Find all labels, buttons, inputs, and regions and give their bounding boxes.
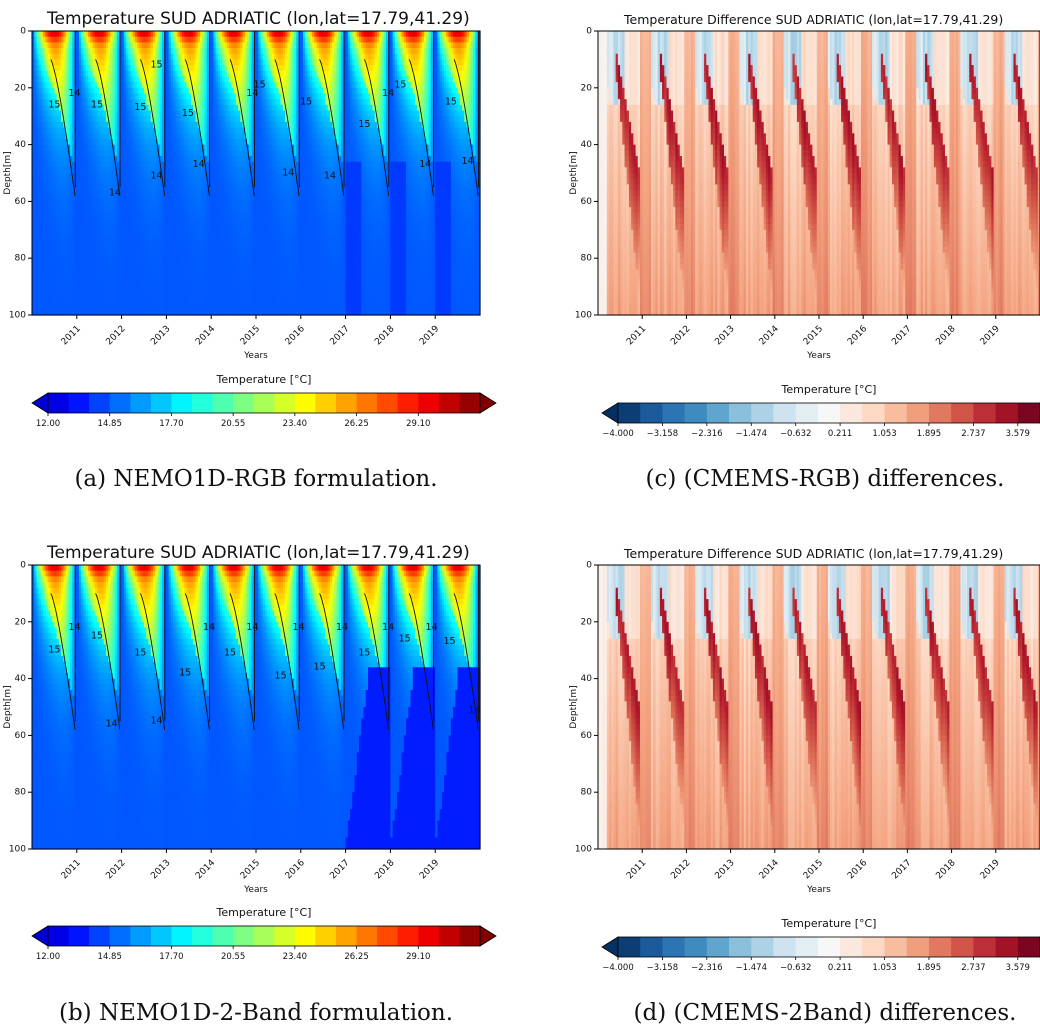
chart-title: Temperature SUD ADRIATIC (lon,lat=17.79,… <box>46 9 470 29</box>
panel-a: Temperature SUD ADRIATIC (lon,lat=17.79,… <box>3 9 496 492</box>
